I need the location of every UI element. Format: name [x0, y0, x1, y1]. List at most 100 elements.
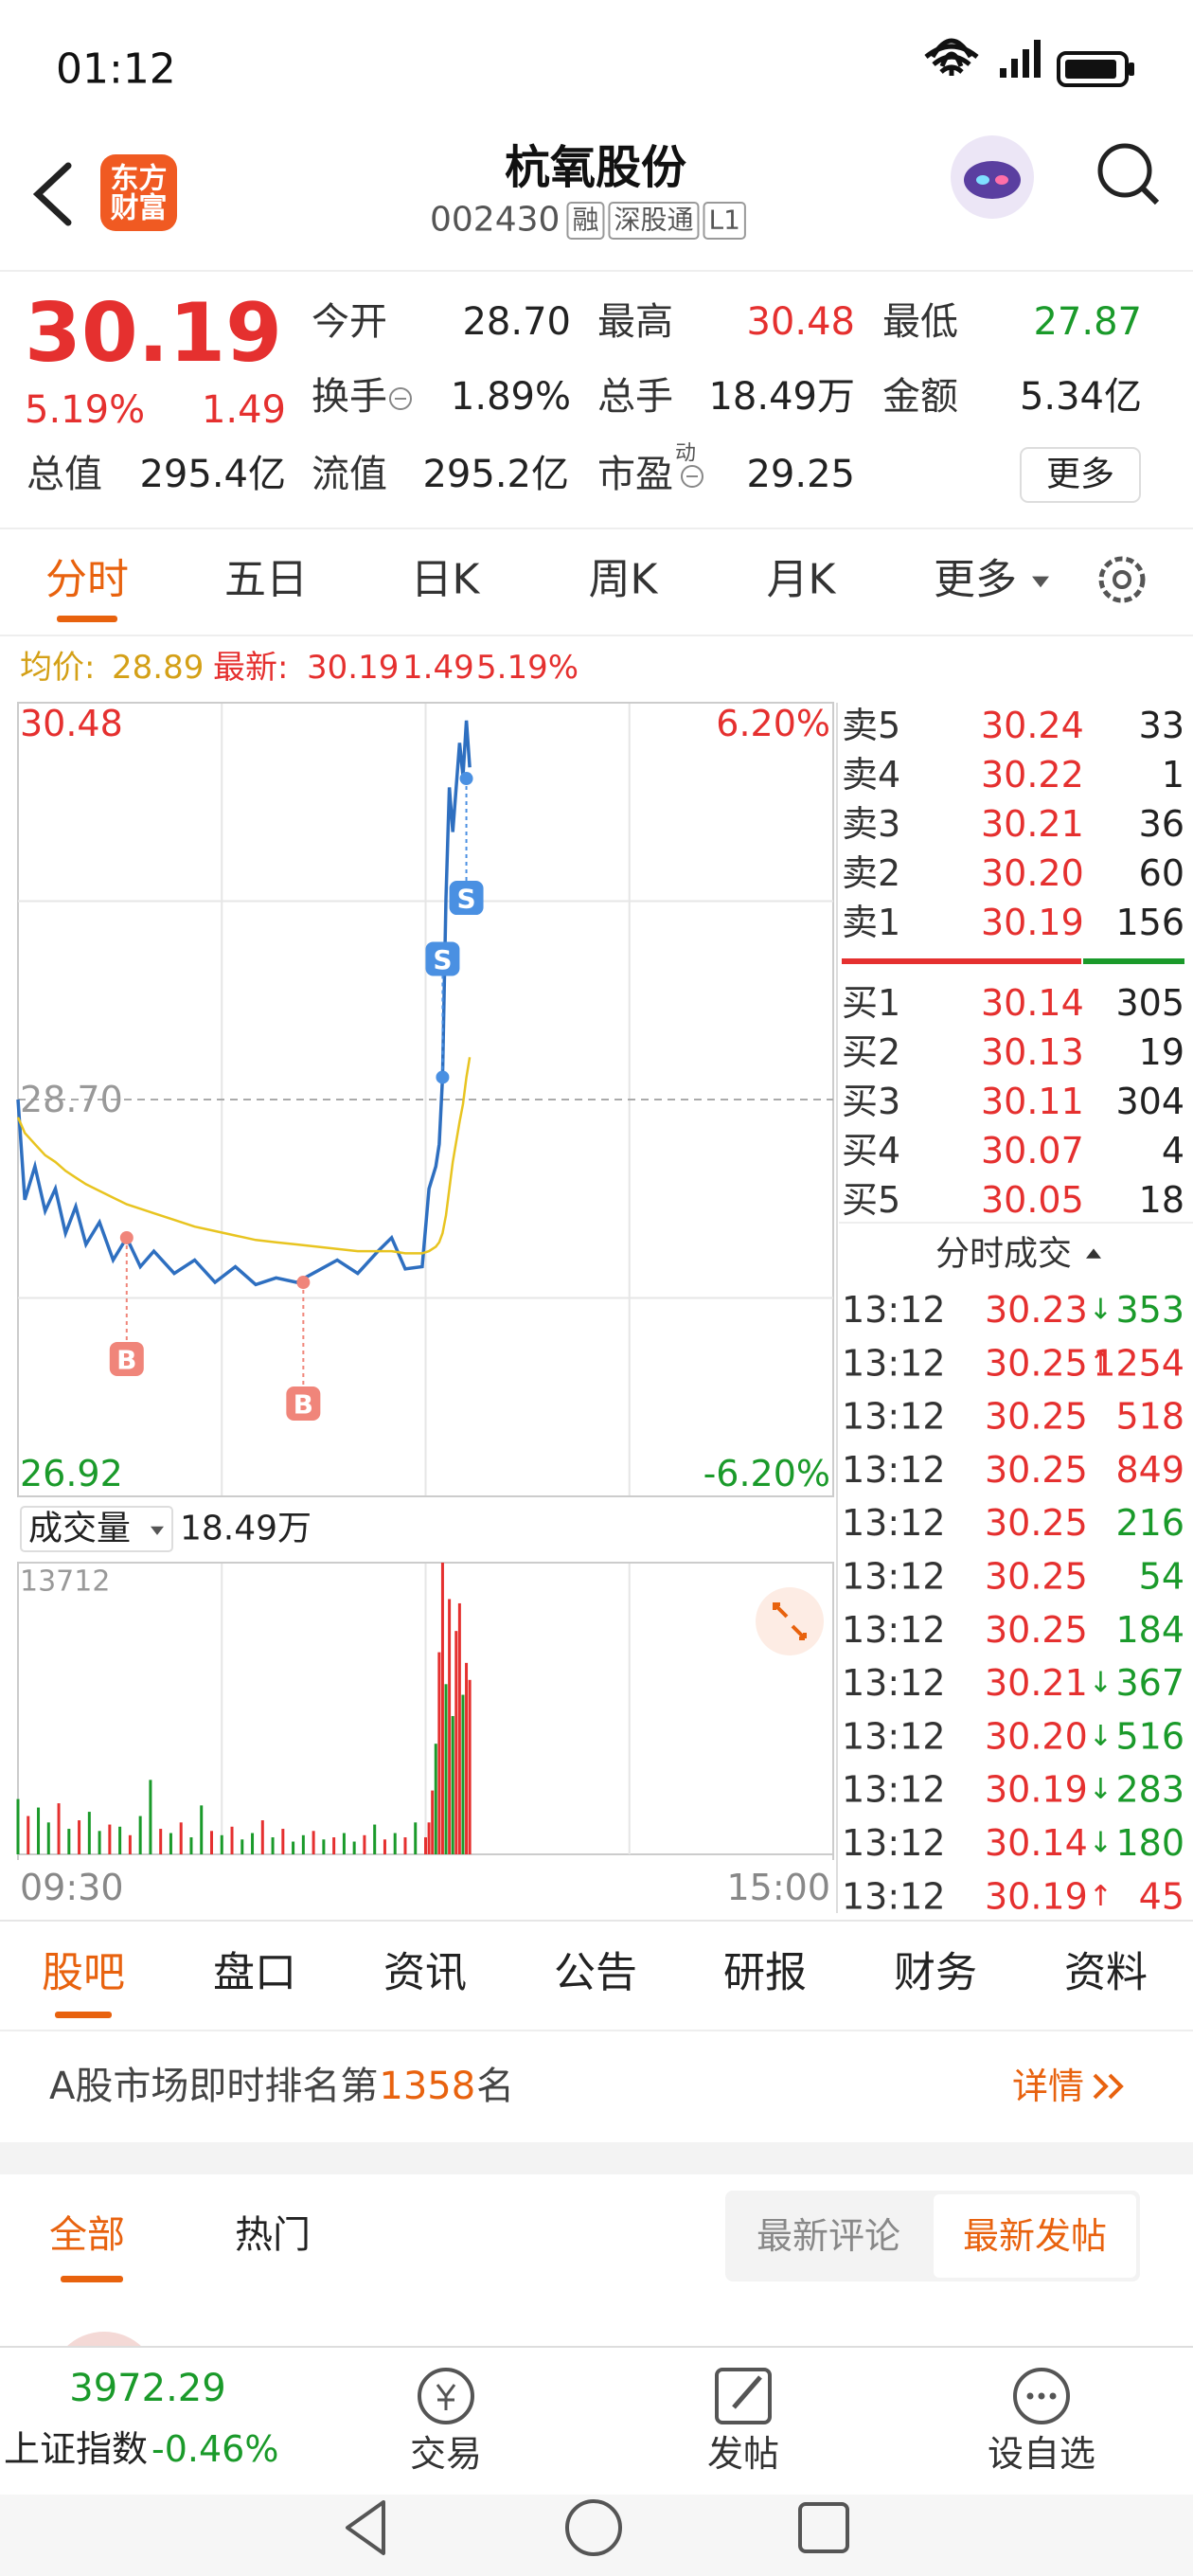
section-tab[interactable]: 研报	[723, 1949, 807, 1997]
trade-mark-dot	[459, 772, 473, 786]
settings-icon[interactable]	[1098, 556, 1146, 603]
section-tab[interactable]: 资讯	[383, 1949, 467, 1997]
wifi-icon	[939, 51, 964, 67]
volume-bar	[138, 1816, 142, 1854]
nav-recent[interactable]	[798, 2502, 849, 2553]
trade-price: 30.25	[985, 1609, 1088, 1651]
book-volume: 60	[1139, 852, 1184, 894]
section-tab[interactable]: 资料	[1064, 1949, 1148, 1997]
rank-link-chevrons	[1093, 2073, 1124, 2100]
book-price: 30.05	[981, 1179, 1084, 1221]
section-tab[interactable]: 盘口	[213, 1949, 296, 1997]
trade-arrow: ↑	[1089, 1880, 1113, 1913]
section-tab[interactable]: 财务	[894, 1949, 977, 1997]
book-volume: 4	[1162, 1130, 1184, 1172]
trade-time: 13:12	[842, 1715, 946, 1757]
volume-bar	[312, 1831, 315, 1854]
field-label: 最低	[882, 300, 958, 344]
nav-label[interactable]: 交易	[410, 2433, 482, 2475]
trade-mark-label: B	[116, 1344, 136, 1375]
volume-dropdown-arrow	[151, 1526, 164, 1535]
search-icon[interactable]	[1097, 143, 1152, 198]
post-icon[interactable]	[715, 2368, 772, 2424]
nav-label[interactable]: 设自选	[988, 2433, 1095, 2475]
volume-bar	[159, 1829, 163, 1854]
trade-price: 30.25	[985, 1396, 1088, 1438]
field-sup: 动	[675, 442, 696, 466]
trade-volume: 1254	[1093, 1342, 1184, 1384]
volume-bar	[260, 1820, 264, 1854]
trade-price: 30.19	[985, 1875, 1088, 1917]
volume-bar	[27, 1816, 30, 1854]
watchlist-icon[interactable]	[1013, 2368, 1070, 2424]
book-label: 卖3	[842, 803, 900, 845]
signal-bar	[1034, 40, 1041, 78]
volume-bar	[414, 1822, 418, 1854]
y-tick-label: 30.48	[20, 703, 123, 744]
settings-icon-core	[1113, 570, 1131, 589]
volume-bar	[16, 1798, 20, 1854]
watchlist-icon-dot	[1038, 2392, 1045, 2400]
volume-selector-label: 成交量	[28, 1510, 131, 1548]
assistant-eye	[995, 175, 1008, 185]
chart-tab[interactable]: 月K	[767, 556, 837, 604]
volume-bar	[37, 1807, 41, 1854]
volume-bar	[332, 1837, 336, 1854]
chart-tab[interactable]: 更多	[934, 556, 1017, 604]
volume-bar	[437, 1652, 441, 1854]
trade-arrow: ↓	[1089, 1720, 1113, 1753]
system-nav	[0, 2495, 1193, 2576]
volume-bar	[465, 1662, 469, 1854]
trade-time: 13:12	[842, 1662, 946, 1704]
more-button[interactable]	[1020, 447, 1141, 503]
info-last-label: 最新:	[213, 649, 288, 687]
book-volume: 36	[1139, 803, 1184, 845]
rank-suffix: 名	[476, 2065, 514, 2108]
chart-tab[interactable]: 分时	[45, 556, 129, 604]
change-pct: 5.19%	[25, 388, 145, 432]
field-label: 金额	[882, 375, 958, 419]
volume-bar	[427, 1822, 431, 1854]
trade-volume: 180	[1115, 1822, 1184, 1864]
rank-link[interactable]: 详情	[1012, 2066, 1084, 2107]
sort-option[interactable]: 最新发帖	[963, 2215, 1107, 2257]
trade-price: 30.23	[985, 1289, 1088, 1331]
post-icon-pen	[732, 2375, 762, 2409]
stock-tag: L1	[708, 205, 739, 236]
back-button[interactable]	[32, 162, 72, 226]
volume-bar	[87, 1812, 91, 1854]
book-label: 买3	[842, 1081, 900, 1122]
tag-box	[608, 202, 700, 240]
book-label: 卖2	[842, 852, 900, 894]
nav-label[interactable]: 发帖	[707, 2433, 779, 2475]
watchlist-icon-dot	[1049, 2392, 1057, 2400]
volume-bar	[118, 1826, 122, 1854]
section-tab[interactable]: 公告	[554, 1949, 637, 1997]
index-name: 上证指数	[4, 2428, 148, 2470]
volume-selector[interactable]	[20, 1506, 173, 1552]
volume-bar	[179, 1822, 183, 1854]
chart-tab[interactable]: 五日	[224, 556, 308, 604]
section-tab[interactable]: 股吧	[42, 1949, 125, 1997]
field-label: 今开	[312, 300, 387, 344]
trade-arrow: ↑	[1089, 1347, 1113, 1380]
battery-level	[1065, 60, 1116, 79]
expand-button[interactable]	[756, 1587, 824, 1655]
trade-price: 30.25	[985, 1502, 1088, 1544]
nav-back[interactable]	[346, 2500, 385, 2555]
trade-time: 13:12	[842, 1875, 946, 1917]
chart-tab[interactable]: 日K	[411, 556, 481, 604]
nav-home[interactable]	[565, 2499, 622, 2556]
chart-tab[interactable]: 周K	[589, 556, 659, 604]
filter-tab[interactable]: 热门	[235, 2213, 311, 2257]
field-value: 28.70	[462, 300, 571, 344]
more-button-label[interactable]: 更多	[1046, 456, 1114, 494]
assistant-eye	[976, 175, 989, 185]
last-price: 30.19	[25, 286, 282, 381]
volume-bar	[322, 1839, 326, 1854]
signal-bar	[1023, 49, 1029, 78]
filter-tab[interactable]: 全部	[49, 2213, 125, 2257]
trade-icon[interactable]	[418, 2368, 474, 2424]
sort-option[interactable]: 最新评论	[757, 2215, 900, 2257]
